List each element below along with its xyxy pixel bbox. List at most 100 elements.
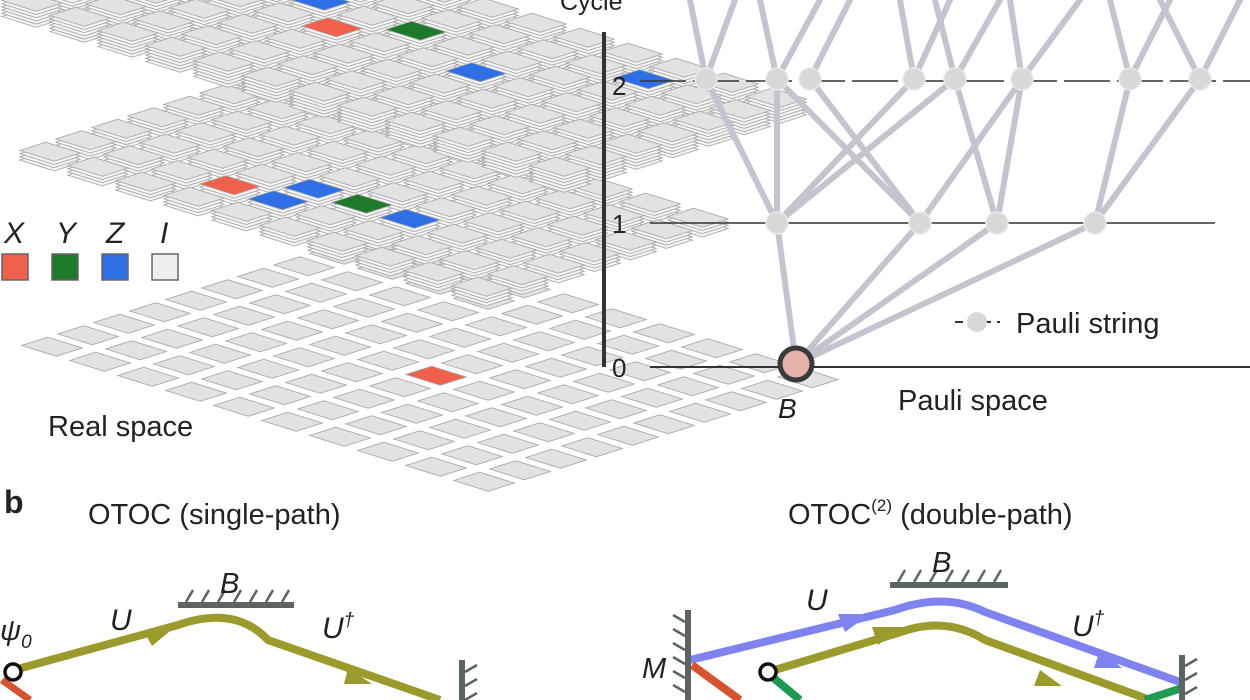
qubit-tile bbox=[692, 364, 756, 385]
qubit-tile bbox=[462, 212, 526, 233]
graph-edge bbox=[1197, 0, 1243, 82]
legend-i-swatch bbox=[151, 253, 179, 281]
qubit-tile bbox=[552, 118, 616, 139]
single-path-return bbox=[0, 677, 33, 700]
qubit-tile bbox=[356, 441, 420, 462]
forward-path-olive bbox=[766, 621, 1152, 700]
graph-edge bbox=[1092, 76, 1203, 226]
cycle-tick-1: 1 bbox=[612, 209, 626, 239]
qubit-tile bbox=[428, 418, 492, 439]
graph-edge bbox=[952, 76, 1000, 226]
cycle-tick-0: 0 bbox=[612, 353, 626, 383]
qubit-tile bbox=[596, 425, 660, 446]
graph-edge bbox=[1157, 0, 1203, 82]
graph-edge bbox=[793, 220, 923, 367]
qubit-tile bbox=[636, 122, 700, 143]
qubit-tile bbox=[402, 170, 466, 191]
qubit-tile bbox=[384, 20, 448, 41]
qubit-tile bbox=[210, 201, 274, 222]
graph-edge bbox=[994, 76, 1025, 226]
qubit-tile bbox=[528, 65, 592, 86]
graph-edge bbox=[917, 76, 1025, 226]
pauli-legend: X Y Z I bbox=[1, 217, 179, 281]
qubit-tile bbox=[476, 342, 540, 363]
right-initial-state-marker bbox=[758, 662, 778, 682]
m-label: M bbox=[642, 653, 667, 685]
qubit-tile bbox=[512, 331, 576, 352]
qubit-tile bbox=[270, 152, 334, 173]
left-udag-label: U† bbox=[322, 610, 355, 645]
qubit-tile bbox=[594, 230, 658, 251]
qubit-tile bbox=[252, 2, 316, 23]
qubit-tile bbox=[408, 73, 472, 94]
qubit-tile bbox=[330, 193, 394, 214]
qubit-tile bbox=[536, 293, 600, 314]
cycle-tick-2: 2 bbox=[612, 71, 626, 101]
qubit-tile bbox=[468, 115, 532, 136]
qubit-tile bbox=[308, 335, 372, 356]
qubit-tile bbox=[144, 0, 169, 4]
qubit-tile bbox=[630, 219, 694, 240]
pauli-string-node bbox=[798, 67, 822, 91]
qubit-tile bbox=[132, 10, 196, 31]
qubit-tile bbox=[474, 238, 538, 259]
qubit-tile bbox=[668, 402, 732, 423]
graph-edge bbox=[774, 0, 823, 82]
forward-path-blue bbox=[689, 597, 1182, 686]
qubit-tile bbox=[524, 448, 588, 469]
pauli-string-node bbox=[1083, 211, 1107, 235]
qubit-tile bbox=[360, 58, 424, 79]
qubit-tile bbox=[248, 385, 312, 406]
qubit-tile bbox=[192, 51, 256, 72]
qubit-tile bbox=[356, 350, 420, 371]
return-path-red bbox=[689, 661, 743, 700]
qubit-tile bbox=[308, 426, 372, 447]
qubit-tile bbox=[414, 197, 478, 218]
right-u-label: U bbox=[806, 584, 828, 617]
legend-z-label: Z bbox=[105, 217, 126, 250]
graph-edge bbox=[1007, 0, 1025, 82]
qubit-tile bbox=[680, 338, 744, 359]
pauli-string-node bbox=[985, 211, 1009, 235]
pauli-string-node bbox=[765, 67, 789, 91]
graph-edge bbox=[1092, 76, 1133, 226]
legend-x-swatch bbox=[1, 253, 29, 281]
qubit-tile bbox=[296, 400, 360, 421]
blue-backward-arrow bbox=[1094, 650, 1122, 668]
qubit-tile bbox=[188, 343, 252, 364]
qubit-tile bbox=[228, 40, 292, 61]
qubit-tile bbox=[366, 182, 430, 203]
pauli-string-node bbox=[765, 211, 789, 235]
qubit-tile bbox=[510, 227, 574, 248]
qubit-tile bbox=[372, 0, 436, 15]
qubit-tile bbox=[234, 163, 298, 184]
qubit-tile bbox=[212, 305, 276, 326]
double-path-diagram: B M U U† bbox=[642, 547, 1198, 700]
qubit-tile bbox=[284, 282, 348, 303]
qubit-tile bbox=[312, 43, 376, 64]
qubit-tile bbox=[378, 208, 442, 229]
panel-b-letter: b bbox=[4, 484, 24, 520]
qubit-tile bbox=[416, 301, 480, 322]
qubit-tile bbox=[516, 39, 580, 60]
legend-i-label: I bbox=[160, 217, 168, 250]
blue-forward-arrow bbox=[838, 614, 870, 632]
qubit-tile bbox=[294, 205, 358, 226]
qubit-tile bbox=[390, 235, 454, 256]
qubit-tile bbox=[236, 267, 300, 288]
graph-edge bbox=[897, 0, 917, 82]
graph-edge bbox=[703, 76, 780, 226]
qubit-tile bbox=[476, 433, 540, 454]
qubit-tile bbox=[480, 141, 544, 162]
legend-label: Pauli string bbox=[1016, 308, 1159, 340]
backward-arrow bbox=[344, 668, 372, 684]
qubit-tile bbox=[524, 357, 588, 378]
graph-edge bbox=[793, 220, 1000, 367]
qubit-tile bbox=[324, 70, 388, 91]
qubit-tile-layer bbox=[61, 0, 84, 4]
qubit-tile bbox=[210, 110, 274, 131]
qubit-tile bbox=[272, 347, 336, 368]
qubit-tile bbox=[282, 178, 346, 199]
qubit-tile bbox=[564, 54, 628, 75]
